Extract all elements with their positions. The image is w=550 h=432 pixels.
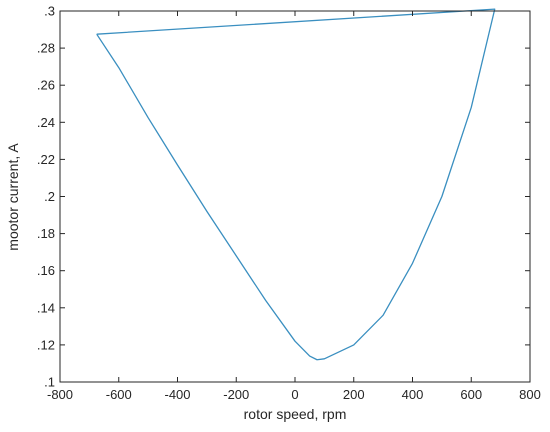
x-tick-label: 0 xyxy=(291,387,298,402)
x-tick-label: 600 xyxy=(460,387,482,402)
y-tick-label: .14 xyxy=(37,300,55,315)
y-tick-label: .22 xyxy=(37,152,55,167)
y-tick-label: .1 xyxy=(44,375,55,390)
y-tick-label: .28 xyxy=(37,41,55,56)
x-tick-label: -800 xyxy=(47,387,73,402)
x-tick-label: 200 xyxy=(343,387,365,402)
y-tick-label: .26 xyxy=(37,78,55,93)
y-tick-label: .3 xyxy=(44,4,55,19)
x-tick-label: -600 xyxy=(106,387,132,402)
x-tick-label: -200 xyxy=(223,387,249,402)
x-tick-label: -400 xyxy=(164,387,190,402)
x-tick-label: 400 xyxy=(402,387,424,402)
axis-layer: -800 -600 -400 -200 0 200 400 600 800 .1 .12 .14 .16… xyxy=(37,4,541,403)
y-tick-label: .18 xyxy=(37,226,55,241)
y-axis-title: mootor current, A xyxy=(5,143,21,251)
series-line-0 xyxy=(96,8,496,361)
y-tick-label: .16 xyxy=(37,263,55,278)
plot-area xyxy=(60,11,530,382)
y-tick-label: .24 xyxy=(37,115,55,130)
series-layer xyxy=(96,8,496,361)
y-tick-label: .2 xyxy=(44,189,55,204)
x-tick-label: 800 xyxy=(519,387,541,402)
x-axis-title: rotor speed, rpm xyxy=(244,406,347,422)
y-tick-label: .12 xyxy=(37,337,55,352)
